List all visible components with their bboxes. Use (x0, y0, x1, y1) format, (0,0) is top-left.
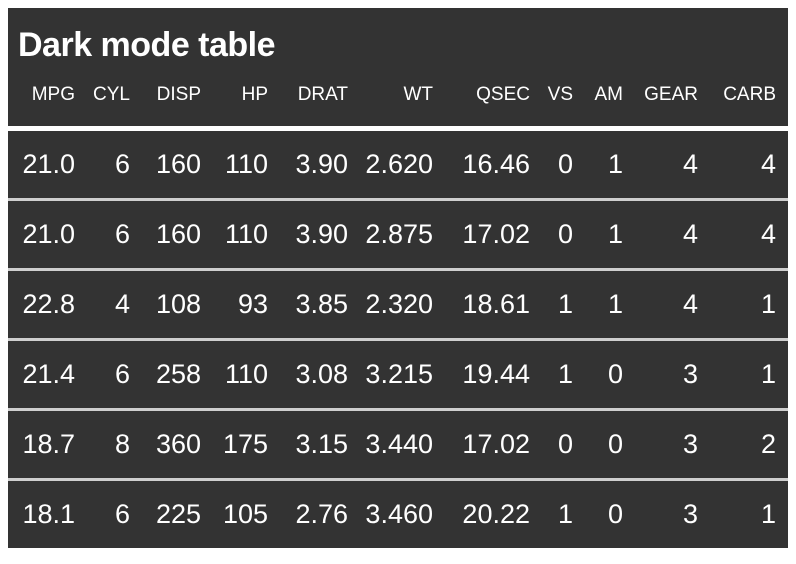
table-cell: 3.215 (360, 338, 445, 410)
table-cell: 175 (213, 408, 280, 480)
table-cell: 3.90 (295, 149, 348, 179)
table-cell: 108 (142, 268, 213, 340)
table-cell: 4 (87, 268, 142, 340)
table-cell: 110 (224, 149, 268, 179)
table-cell: 6 (87, 338, 142, 410)
table-cell: 8 (87, 408, 142, 480)
table-cell: 0 (542, 198, 585, 270)
table-cell: 3.15 (280, 408, 360, 480)
column-header-qsec: QSEC (445, 72, 542, 131)
table-cell: 19.44 (445, 338, 542, 410)
table-title: Dark mode table (18, 26, 276, 64)
table-cell: 1 (542, 478, 585, 548)
table-cell: 18.7 (8, 408, 87, 480)
table-cell: 17.02 (445, 408, 542, 480)
table-cell: 160 (142, 198, 213, 270)
table-cell: 18.1 (8, 478, 87, 548)
column-header-wt: WT (360, 72, 445, 131)
column-header-drat: DRAT (280, 72, 360, 131)
table-row: 21.4 6 258 110 3.08 3.215 19.44 1 0 3 1 (8, 338, 788, 410)
table-cell: 110 (213, 338, 280, 410)
table-row: 21.0 6 160 110 3.90 2.875 17.02 0 1 4 4 (8, 198, 788, 270)
table-cell: 3 (635, 408, 710, 480)
table-cell: 6 (114, 149, 130, 179)
table-cell: 225 (142, 478, 213, 548)
table-cell: 0 (585, 478, 635, 548)
table-cell: 4 (682, 149, 698, 179)
table-row: 18.7 8 360 175 3.15 3.440 17.02 0 0 3 2 (8, 408, 788, 480)
table-cell: 21.0 (22, 149, 75, 179)
table-cell: 105 (213, 478, 280, 548)
table-cell: 1 (542, 338, 585, 410)
table-cell: 1 (542, 268, 585, 340)
table-cell: 2.875 (360, 198, 445, 270)
table-cell: 3.85 (280, 268, 360, 340)
table-cell: 21.4 (8, 338, 87, 410)
dark-mode-table: Dark mode table MPG CYL DISP HP DRAT WT … (8, 8, 788, 548)
table-cell: 1 (710, 268, 788, 340)
table-row: 18.1 6 225 105 2.76 3.460 20.22 1 0 3 1 (8, 478, 788, 548)
table-cell: 2.76 (280, 478, 360, 548)
table-cell: 4 (760, 149, 776, 179)
table-cell: 22.8 (8, 268, 87, 340)
table-cell: 93 (213, 268, 280, 340)
table-cell: 1 (607, 149, 623, 179)
column-header-am: AM (585, 72, 635, 131)
data-table: MPG CYL DISP HP DRAT WT QSEC VS AM GEAR … (8, 72, 788, 548)
table-cell: 3.08 (280, 338, 360, 410)
column-header-gear: GEAR (635, 72, 710, 131)
table-cell: 0 (585, 408, 635, 480)
table-cell: 20.22 (445, 478, 542, 548)
table-cell: 1 (710, 338, 788, 410)
column-header-mpg: MPG (8, 72, 87, 131)
table-cell: 0 (585, 338, 635, 410)
table-cell: 3.440 (360, 408, 445, 480)
table-cell: 360 (142, 408, 213, 480)
column-header-vs: VS (542, 72, 585, 131)
column-header-carb: CARB (710, 72, 788, 131)
table-row: 21.0 6 160 110 3.90 2.620 16.46 0 1 4 4 (8, 129, 788, 200)
table-cell: 160 (155, 149, 201, 179)
table-cell: 0 (542, 408, 585, 480)
table-cell: 21.0 (8, 198, 87, 270)
table-cell: 4 (635, 198, 710, 270)
column-header-disp: DISP (142, 72, 213, 131)
table-cell: 2.320 (360, 268, 445, 340)
column-header-cyl: CYL (87, 72, 142, 131)
table-cell: 110 (213, 198, 280, 270)
table-cell: 4 (635, 268, 710, 340)
table-cell: 3 (635, 478, 710, 548)
table-cell: 1 (585, 268, 635, 340)
table-cell: 16.46 (462, 149, 530, 179)
table-cell: 18.61 (445, 268, 542, 340)
table-cell: 3.460 (360, 478, 445, 548)
table-cell: 4 (710, 198, 788, 270)
table-row: 22.8 4 108 93 3.85 2.320 18.61 1 1 4 1 (8, 268, 788, 340)
column-header-hp: HP (213, 72, 280, 131)
table-cell: 6 (87, 198, 142, 270)
table-cell: 258 (142, 338, 213, 410)
table-cell: 17.02 (445, 198, 542, 270)
table-cell: 3 (635, 338, 710, 410)
table-cell: 3.90 (280, 198, 360, 270)
table-cell: 2 (710, 408, 788, 480)
header-row: MPG CYL DISP HP DRAT WT QSEC VS AM GEAR … (8, 72, 788, 131)
table-cell: 2.620 (365, 149, 433, 179)
table-cell: 0 (557, 149, 573, 179)
table-cell: 1 (585, 198, 635, 270)
table-cell: 6 (87, 478, 142, 548)
table-cell: 1 (710, 478, 788, 548)
